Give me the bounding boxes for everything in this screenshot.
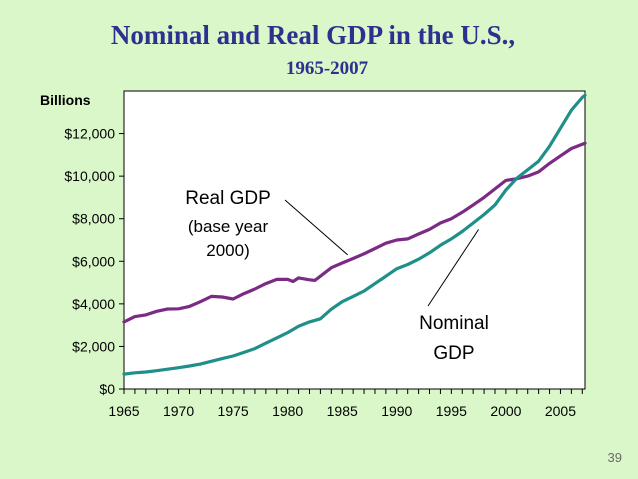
slide-title: Nominal and Real GDP in the U.S., (110, 20, 516, 50)
x-tick-label: 1975 (218, 403, 249, 419)
real-gdp-line (122, 141, 587, 324)
y-tick-label: $2,000 (72, 338, 115, 354)
x-tick-label: 2000 (490, 403, 521, 419)
nominal-gdp-annotation-line-2: GDP (433, 343, 474, 364)
x-tick-label: 1980 (272, 403, 303, 419)
x-tick-label: 1995 (436, 403, 467, 419)
axes: Billions $0 $2,000 $4,000 $6,000 $8,000 $10,00… (40, 92, 583, 419)
real-gdp-pointer (284, 199, 349, 256)
plot-area (123, 90, 586, 390)
x-tick-label: 1965 (108, 403, 139, 419)
y-tick-label: $4,000 (72, 296, 115, 312)
x-tick-label: 1985 (327, 403, 358, 419)
series-layer (122, 93, 587, 376)
real-gdp-annotation-line-1: Real GDP (185, 188, 271, 209)
x-tick-label: 1990 (381, 403, 412, 419)
slide-subtitle: 1965-2007 (285, 58, 369, 79)
y-tick-label: $10,000 (64, 168, 115, 184)
real-gdp-annotation-line-3: 2000) (206, 241, 249, 260)
page-number: 39 (607, 450, 622, 465)
y-tick-label: $12,000 (64, 126, 115, 142)
nominal-gdp-pointer (427, 229, 480, 307)
x-tick-label: 2005 (545, 403, 576, 419)
y-axis-label: Billions (40, 92, 91, 108)
nominal-gdp-line (122, 93, 587, 376)
real-gdp-annotation-line-2: (base year (188, 217, 269, 236)
y-tick-label: $8,000 (72, 211, 115, 227)
x-tick-label: 1970 (163, 403, 194, 419)
nominal-gdp-annotation-line-1: Nominal (419, 313, 489, 334)
annotation-layer: Real GDP (base year 2000) Nominal GDP (185, 188, 489, 364)
y-tick-label: $0 (99, 381, 115, 397)
y-tick-label: $6,000 (72, 253, 115, 269)
